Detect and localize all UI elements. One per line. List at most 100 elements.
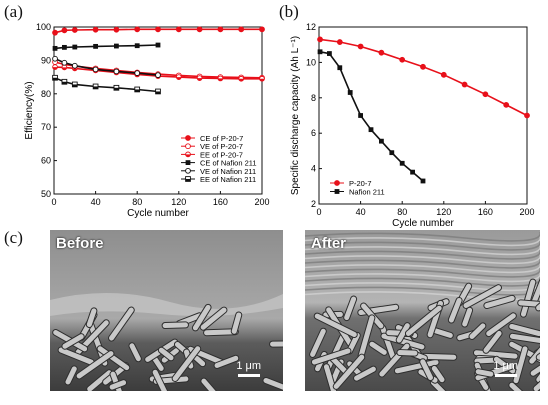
data-point [357, 43, 364, 50]
data-point [61, 78, 68, 85]
x-tick-label: 120 [436, 207, 451, 217]
data-point [410, 169, 415, 175]
data-point [155, 72, 161, 78]
y-tick-label: 50 [41, 189, 51, 199]
fiber [483, 330, 502, 353]
data-point [347, 90, 353, 95]
data-point [62, 44, 67, 50]
fiber [421, 353, 457, 360]
fiber [448, 297, 462, 323]
data-point [61, 27, 68, 34]
fiber [486, 313, 516, 337]
fiber [110, 371, 122, 391]
panel-b-label: (b) [279, 2, 299, 21]
data-point [196, 26, 203, 33]
data-point [327, 51, 332, 56]
data-point [461, 81, 468, 88]
y-tick-label: 4 [311, 164, 316, 174]
data-point [503, 101, 510, 108]
data-point [92, 26, 99, 33]
data-point [317, 36, 323, 43]
data-point [378, 49, 385, 56]
legend-label: P-20-7 [349, 179, 372, 188]
x-tick-label: 160 [213, 197, 228, 207]
data-point [134, 43, 140, 49]
legend-marker [185, 135, 191, 141]
y-tick-label: 6 [311, 128, 316, 138]
fiber [314, 313, 357, 338]
data-point [440, 71, 447, 78]
series-0 [317, 36, 530, 119]
fiber [129, 343, 141, 362]
data-point [399, 56, 406, 63]
before-label: Before [56, 235, 104, 252]
data-point [337, 65, 343, 71]
panel-a-label: (a) [4, 2, 23, 21]
data-point [93, 43, 98, 49]
surface-streak [305, 250, 540, 260]
legend-entry: P-20-7 [330, 179, 372, 188]
x-axis-label: Cycle number [127, 208, 189, 219]
fiber [397, 350, 418, 356]
y-tick-label: 8 [311, 93, 316, 103]
fiber [462, 307, 473, 327]
legend-label: EE of Nafion 211 [200, 175, 256, 184]
data-point [155, 26, 161, 33]
fiber [86, 308, 97, 328]
scale-line-after [494, 374, 517, 377]
legend-label: EE of P-20-7 [200, 150, 243, 159]
data-point [175, 26, 182, 33]
fiber [369, 341, 387, 355]
fiber [396, 323, 410, 343]
fiber [87, 370, 112, 391]
fiber [62, 334, 84, 349]
data-point [155, 42, 161, 48]
legend-entry: VE of P-20-7 [181, 142, 243, 151]
fiber [520, 279, 536, 317]
chart-efficiency: 0 40 80 120 160 200 50 60 70 80 90 100 Cycle number E… [24, 22, 270, 219]
data-point [317, 49, 323, 55]
data-point [113, 68, 120, 75]
x-tick-label: 0 [316, 207, 321, 217]
data-point [113, 26, 120, 33]
fiber [463, 285, 501, 308]
y-tick-label: 90 [41, 55, 51, 65]
data-point [155, 88, 161, 95]
series-line-3 [54, 44, 159, 50]
y-tick-label: 10 [306, 57, 316, 67]
series-line-0 [319, 38, 528, 117]
fiber [344, 296, 357, 321]
fiber [158, 347, 174, 361]
scale-label-after: 1 μm [493, 360, 518, 372]
sem-texture-before [50, 230, 283, 391]
fiber [420, 359, 433, 381]
legend-marker [185, 151, 191, 158]
fiber [329, 355, 350, 376]
data-point [71, 27, 78, 33]
surface-streak [305, 232, 540, 242]
fiber [109, 380, 127, 390]
x-tick-label: 200 [519, 207, 534, 217]
fiber [394, 359, 439, 374]
data-point [52, 55, 58, 62]
fiber [192, 304, 211, 331]
sem-image-before: Before 1 μm [50, 230, 283, 391]
fiber [509, 333, 540, 344]
fiber [381, 333, 425, 350]
fiber [430, 379, 446, 391]
y-tick-label: 12 [306, 22, 316, 32]
legend-label: Nafion 211 [349, 188, 385, 197]
scale-bar-after: 1 μm [493, 360, 518, 377]
x-tick-label: 0 [51, 197, 56, 207]
data-point [259, 26, 265, 33]
x-tick-label: 40 [91, 197, 101, 207]
legend-label: VE of P-20-7 [200, 142, 243, 151]
fiber [214, 355, 239, 368]
fiber [431, 365, 445, 383]
surface-streak [305, 245, 540, 256]
fiber [323, 364, 337, 391]
x-tick-label: 80 [397, 207, 407, 217]
fiber [531, 280, 540, 306]
fiber [530, 365, 540, 376]
